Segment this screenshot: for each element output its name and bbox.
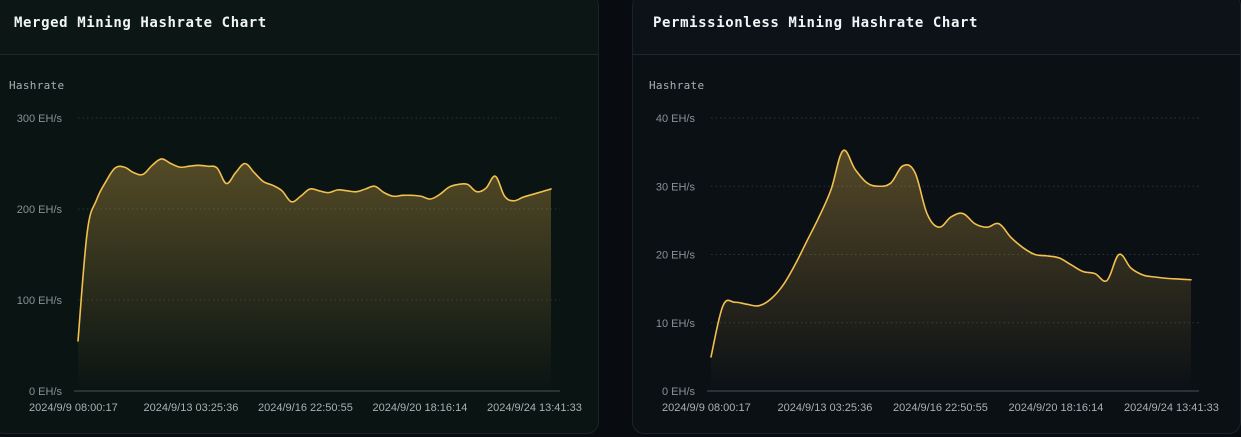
y-tick-label: 0 EH/s bbox=[29, 386, 63, 398]
merged-mining-chart: Hashrate 0 EH/s 100 EH/s 200 EH/s 300 EH/s 20… bbox=[9, 79, 582, 414]
x-tick-label: 2024/9/24 13:41:33 bbox=[487, 402, 582, 414]
y-tick-label: 200 EH/s bbox=[17, 204, 63, 216]
y-tick-label: 20 EH/s bbox=[656, 250, 696, 262]
merged-mining-header: Merged Mining Hashrate Chart bbox=[0, 0, 598, 55]
x-tick-label: 2024/9/16 22:50:55 bbox=[893, 402, 988, 414]
y-tick-label: 0 EH/s bbox=[662, 386, 696, 398]
y-tick-label: 100 EH/s bbox=[17, 295, 63, 307]
x-tick-label: 2024/9/20 18:16:14 bbox=[1009, 402, 1104, 414]
y-tick-label: 300 EH/s bbox=[17, 113, 63, 125]
y-tick-label: 30 EH/s bbox=[656, 181, 696, 193]
y-axis-label: Hashrate bbox=[649, 79, 704, 92]
x-tick-label: 2024/9/9 08:00:17 bbox=[662, 402, 751, 414]
permissionless-mining-title: Permissionless Mining Hashrate Chart bbox=[653, 15, 979, 31]
x-tick-label: 2024/9/9 08:00:17 bbox=[29, 402, 118, 414]
permissionless-mining-header: Permissionless Mining Hashrate Chart bbox=[633, 0, 1240, 55]
merged-mining-title: Merged Mining Hashrate Chart bbox=[14, 15, 267, 31]
x-tick-label: 2024/9/13 03:25:36 bbox=[144, 402, 239, 414]
permissionless-mining-chart: Hashrate 0 EH/s 10 EH/s 20 EH/s 30 EH/s 40 EH… bbox=[649, 79, 1219, 414]
y-axis-label: Hashrate bbox=[9, 79, 64, 92]
x-tick-label: 2024/9/16 22:50:55 bbox=[258, 402, 353, 414]
hashrate-area bbox=[711, 150, 1191, 391]
hashrate-line bbox=[77, 158, 552, 342]
x-tick-label: 2024/9/24 13:41:33 bbox=[1124, 402, 1219, 414]
hashrate-area bbox=[78, 158, 551, 391]
y-tick-label: 10 EH/s bbox=[656, 318, 696, 330]
hashrate-line bbox=[710, 149, 1192, 358]
x-tick-label: 2024/9/20 18:16:14 bbox=[373, 402, 468, 414]
y-tick-label: 40 EH/s bbox=[656, 113, 696, 125]
x-tick-label: 2024/9/13 03:25:36 bbox=[778, 402, 873, 414]
